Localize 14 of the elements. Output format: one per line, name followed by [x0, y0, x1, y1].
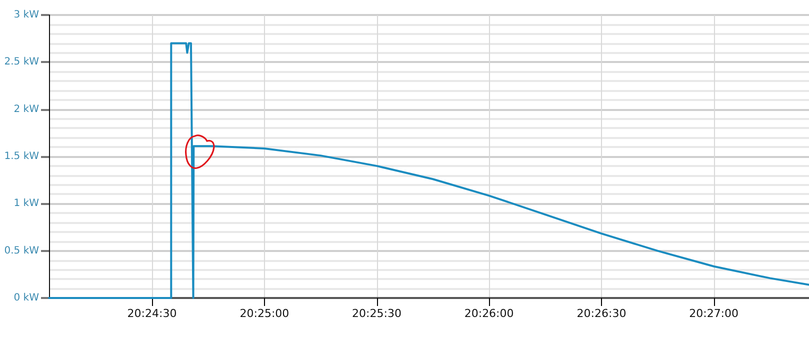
- x-tick-label: 20:25:30: [352, 307, 402, 320]
- y-tick-label: 0 kW: [14, 292, 40, 304]
- x-tick-label: 20:26:30: [576, 307, 626, 320]
- x-tick-label: 20:24:30: [127, 307, 177, 320]
- x-tick-label: 20:25:00: [240, 307, 290, 320]
- x-tick-label: 20:27:00: [689, 307, 739, 320]
- y-tick-label: 0.5 kW: [4, 245, 40, 256]
- y-tick-label: 2 kW: [14, 104, 40, 115]
- line-series: [48, 42, 809, 299]
- y-tick-label: 3 kW: [14, 10, 40, 20]
- y-tick-label: 1.5 kW: [4, 151, 40, 162]
- y-tick-label: 2.5 kW: [4, 56, 40, 68]
- y-tick-label: 1 kW: [14, 198, 40, 210]
- x-tick-label: 20:26:00: [464, 307, 514, 320]
